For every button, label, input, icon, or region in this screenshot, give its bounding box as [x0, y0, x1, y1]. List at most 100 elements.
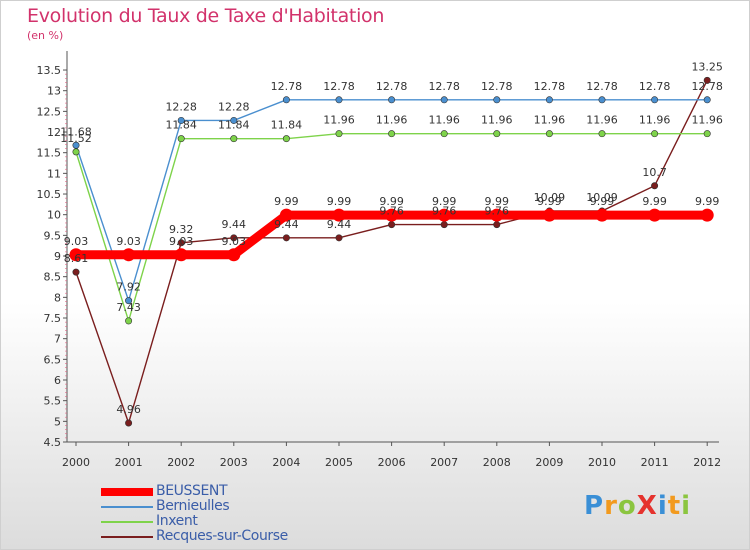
data-point	[282, 96, 290, 104]
y-tick-label: 13.5	[37, 64, 62, 77]
data-label: 12.78	[639, 80, 671, 93]
data-point	[545, 96, 553, 104]
data-label: 11.96	[586, 114, 618, 127]
x-tick-label: 2007	[430, 456, 458, 469]
data-label: 7.43	[116, 301, 141, 314]
y-tick-label: 9.5	[44, 229, 62, 242]
y-tick-label: 7	[54, 333, 61, 346]
y-tick-label: 7.5	[44, 312, 62, 325]
data-label: 8.61	[64, 252, 89, 265]
logo-letter: P	[584, 491, 605, 521]
data-point	[335, 96, 343, 104]
logo-letter: i	[657, 491, 668, 521]
legend-label: Bernieulles	[156, 498, 230, 514]
data-point	[703, 96, 711, 104]
y-tick-label: 11.5	[37, 147, 62, 160]
data-point	[72, 148, 80, 156]
data-label: 10.7	[642, 166, 667, 179]
data-point	[335, 234, 343, 242]
data-label: 9.99	[485, 195, 510, 208]
y-tick-label: 10	[47, 209, 61, 222]
data-point	[493, 130, 501, 138]
x-tick-label: 2003	[220, 456, 248, 469]
y-tick-label: 5.5	[44, 395, 62, 408]
y-tick-label: 12.5	[37, 105, 62, 118]
data-point	[542, 208, 556, 222]
legend-label: Inxent	[156, 513, 198, 529]
data-point	[598, 130, 606, 138]
x-tick-label: 2005	[325, 456, 353, 469]
data-point	[651, 182, 659, 190]
data-point	[440, 221, 448, 229]
data-label: 13.25	[691, 60, 723, 73]
data-point	[651, 96, 659, 104]
data-label: 9.76	[485, 205, 510, 218]
x-tick-label: 2004	[272, 456, 300, 469]
data-label: 9.44	[327, 218, 352, 231]
data-point	[72, 268, 80, 276]
data-point	[174, 248, 188, 262]
y-tick-label: 6.5	[44, 353, 62, 366]
data-label: 7.92	[116, 281, 141, 294]
data-point	[230, 116, 238, 124]
y-tick-label: 9	[54, 250, 61, 263]
data-label: 9.99	[590, 195, 615, 208]
x-tick-label: 2012	[693, 456, 721, 469]
chart-subtitle: (en %)	[27, 29, 64, 42]
logo-letter: i	[681, 491, 692, 521]
legend-swatch	[101, 488, 153, 496]
data-label: 4.96	[116, 403, 141, 416]
x-tick-label: 2000	[62, 456, 90, 469]
data-point	[279, 208, 293, 222]
data-point	[332, 208, 346, 222]
data-label: 9.99	[274, 195, 299, 208]
data-point	[69, 248, 83, 262]
data-label: 9.99	[432, 195, 457, 208]
x-tick-label: 2002	[167, 456, 195, 469]
data-label: 10.09	[534, 191, 566, 204]
data-label: 12.78	[428, 80, 460, 93]
data-point	[230, 234, 238, 242]
data-point	[598, 96, 606, 104]
data-label: 9.03	[64, 235, 89, 248]
data-point	[122, 248, 136, 262]
data-point	[177, 239, 185, 247]
data-label: 9.03	[169, 235, 194, 248]
data-label: 9.99	[537, 195, 562, 208]
data-point	[703, 76, 711, 84]
legend-label: BEUSSENT	[156, 483, 228, 499]
data-label: 12.28	[218, 100, 250, 113]
legend-swatch	[101, 536, 153, 538]
data-label: 9.99	[642, 195, 667, 208]
y-tick-label: 13	[47, 85, 61, 98]
data-point	[440, 96, 448, 104]
data-point	[493, 96, 501, 104]
logo-letter: X	[636, 491, 658, 521]
data-point	[437, 208, 451, 222]
y-tick-label: 10.5	[37, 188, 62, 201]
data-label: 9.03	[116, 235, 141, 248]
data-label: 12.78	[376, 80, 408, 93]
data-point	[230, 135, 238, 143]
data-point	[700, 208, 714, 222]
data-point	[385, 208, 399, 222]
data-label: 9.03	[222, 235, 247, 248]
data-label: 11.96	[323, 114, 355, 127]
x-tick-label: 2001	[115, 456, 143, 469]
y-tick-label: 12	[47, 126, 61, 139]
data-label: 12.78	[586, 80, 618, 93]
data-label: 9.32	[169, 223, 194, 236]
data-label: 11.84	[271, 119, 303, 132]
data-label: 12.28	[165, 100, 197, 113]
data-point	[651, 130, 659, 138]
data-label: 11.52	[60, 132, 92, 145]
y-tick-label: 8.5	[44, 271, 62, 284]
data-point	[490, 208, 504, 222]
legend-label: Recques-sur-Course	[156, 528, 288, 544]
data-label: 11.96	[639, 114, 671, 127]
data-label: 12.78	[323, 80, 355, 93]
logo-letter: t	[667, 491, 682, 521]
data-point	[177, 116, 185, 124]
x-tick-label: 2008	[483, 456, 511, 469]
